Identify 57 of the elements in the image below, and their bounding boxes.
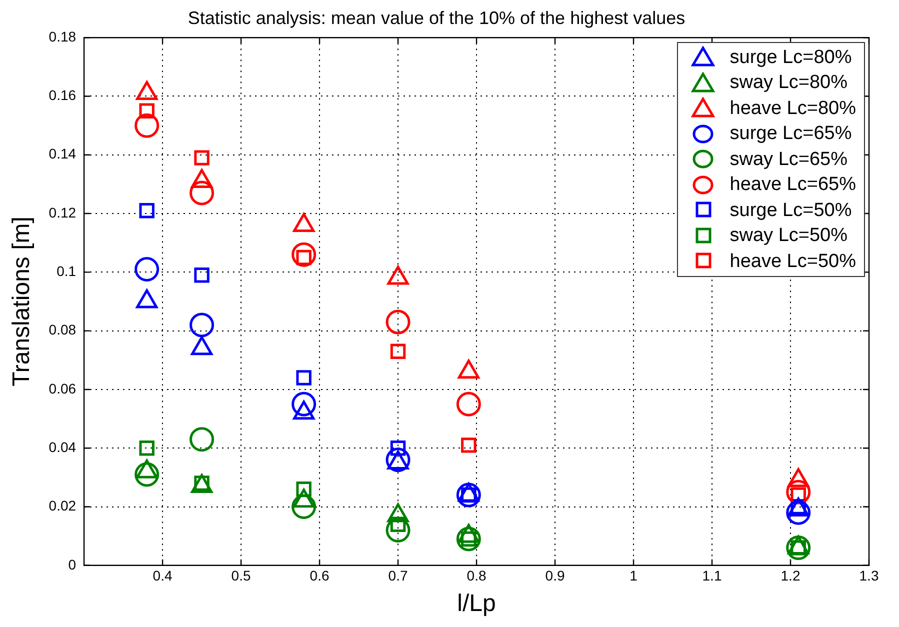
- point: [134, 113, 160, 138]
- point: [786, 536, 811, 560]
- x-tick-label: 0.5: [231, 568, 251, 584]
- x-tick-label: 0.9: [545, 568, 565, 584]
- point: [386, 518, 410, 542]
- point: [139, 440, 154, 456]
- x-axis-title: l/Lp: [457, 590, 496, 618]
- y-tick-label: 0.08: [48, 322, 76, 338]
- legend-label: heave Lc=80%: [730, 96, 856, 121]
- point: [390, 344, 406, 359]
- point: [139, 202, 154, 218]
- x-tick-label: 1.3: [859, 568, 879, 584]
- legend-label: surge Lc=80%: [730, 46, 852, 70]
- legend-label: heave Lc=50%: [730, 250, 856, 274]
- point: [190, 180, 214, 206]
- point: [296, 482, 312, 497]
- point: [390, 440, 406, 456]
- y-axis-title: Translations [m]: [8, 216, 36, 386]
- point: [786, 500, 811, 525]
- chart-title: Statistic analysis: mean value of the 10% of the highest values: [188, 8, 686, 28]
- legend-label: sway Lc=80%: [730, 71, 848, 96]
- point: [456, 392, 481, 416]
- x-tick-label: 1.2: [780, 568, 800, 584]
- x-tick-label: 0.6: [310, 568, 330, 584]
- point: [134, 462, 160, 487]
- point: [194, 267, 210, 283]
- x-tick-label: 0.8: [466, 568, 486, 584]
- x-tick-label: 1.1: [702, 568, 722, 584]
- point: [194, 150, 210, 166]
- y-tick-label: 0: [68, 556, 76, 572]
- point: [134, 256, 160, 282]
- x-tick-label: 1: [630, 568, 638, 584]
- y-tick-label: 0.06: [48, 380, 76, 396]
- y-tick-label: 0.12: [48, 204, 76, 220]
- y-tick-label: 0.18: [48, 28, 76, 44]
- point: [461, 438, 476, 453]
- point: [386, 310, 410, 334]
- y-tick-label: 0.04: [48, 438, 76, 455]
- y-tick-label: 0.14: [48, 146, 76, 162]
- legend-label: heave Lc=65%: [730, 173, 856, 198]
- point: [296, 370, 312, 386]
- legend-label: surge Lc=50%: [730, 198, 852, 223]
- point: [190, 427, 214, 452]
- point: [292, 392, 316, 416]
- point: [292, 242, 316, 267]
- y-tick-label: 0.16: [48, 87, 76, 104]
- x-tick-label: 0.4: [152, 568, 172, 584]
- legend-label: sway Lc=65%: [730, 148, 848, 172]
- y-tick-label: 0.1: [56, 263, 76, 280]
- point: [190, 312, 214, 338]
- point: [292, 494, 316, 520]
- x-tick-label: 0.7: [388, 568, 408, 584]
- point: [139, 103, 154, 119]
- point: [456, 482, 481, 508]
- legend-label: sway Lc=50%: [730, 224, 848, 248]
- legend-label: surge Lc=65%: [730, 122, 852, 146]
- y-tick-label: 0.02: [48, 498, 76, 514]
